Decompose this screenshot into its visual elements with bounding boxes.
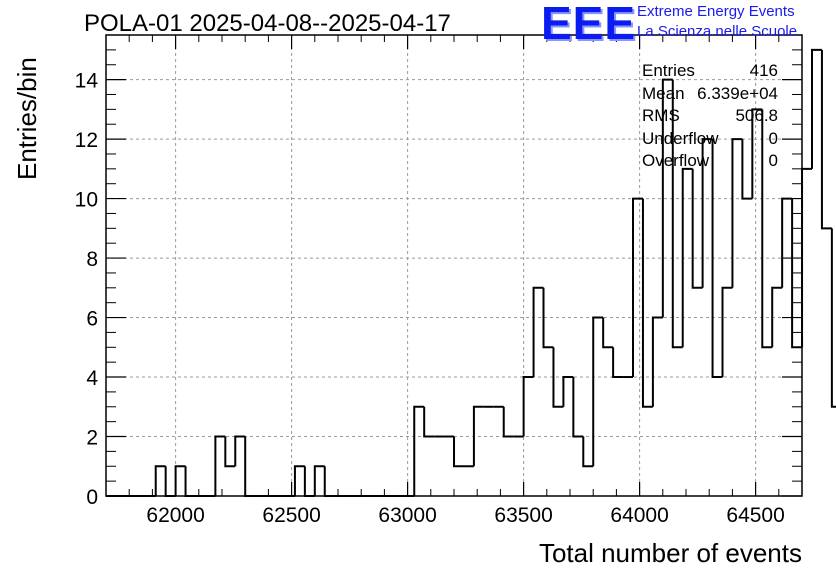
histogram-bin <box>761 109 773 349</box>
histogram-bin <box>214 435 226 496</box>
histogram-bin <box>174 465 186 496</box>
histogram-bin <box>572 377 584 438</box>
x-tick-label: 63500 <box>494 504 552 527</box>
y-tick-label: 4 <box>86 367 98 390</box>
histogram-bin <box>453 436 464 468</box>
chart-title: POLA-01 2025-04-08--2025-04-17 <box>84 10 451 37</box>
histogram-bin <box>641 198 653 408</box>
histogram-bin <box>771 286 783 348</box>
histogram-bin <box>721 286 733 378</box>
histogram-bin <box>164 466 176 497</box>
stats-key: Underflow <box>642 128 719 148</box>
x-tick-label: 63000 <box>378 504 436 527</box>
x-tick-label: 64000 <box>610 504 668 527</box>
stats-box: Entries 416 Mean 6.339e+04 RMS 506.8 Und… <box>642 60 778 173</box>
histogram-bin <box>472 405 484 467</box>
x-axis-label: Total number of events <box>538 538 802 568</box>
histogram-bin <box>810 48 822 169</box>
y-tick-label: 12 <box>75 129 98 152</box>
histogram-bin <box>602 317 614 349</box>
histogram-bin <box>502 406 514 438</box>
stats-key: Entries <box>642 61 695 80</box>
histogram-bin <box>522 376 534 437</box>
histogram-bin <box>323 466 335 497</box>
logo-caption: Extreme Energy Events La Scienza nelle S… <box>637 2 797 42</box>
histogram-bin <box>592 316 604 467</box>
stats-row-entries: Entries 416 <box>642 60 778 83</box>
stats-key: RMS <box>642 106 680 125</box>
histogram-bin <box>224 436 236 468</box>
histogram-bin <box>741 139 753 200</box>
y-tick-label: 8 <box>86 248 98 271</box>
histogram-bin <box>413 405 425 496</box>
stats-value: 6.339e+04 <box>697 83 778 103</box>
y-tick-label: 14 <box>75 70 99 93</box>
histogram-bin <box>781 197 793 288</box>
histogram-bin <box>731 138 743 288</box>
histogram-bin <box>303 466 315 497</box>
histogram-bin <box>234 435 246 467</box>
y-axis-label: Entries/bin <box>12 57 42 180</box>
y-tick-label: 0 <box>86 486 98 509</box>
histogram-bin <box>701 138 713 288</box>
stats-row-overflow: Overflow 0 <box>642 150 778 173</box>
histogram-bin <box>801 167 812 348</box>
histogram-bin <box>552 347 564 408</box>
histogram-bin <box>532 286 544 378</box>
stats-key: Mean <box>642 83 685 103</box>
stats-row-rms: RMS 506.8 <box>642 105 778 128</box>
histogram-bin <box>661 78 673 318</box>
histogram-bin <box>582 436 594 468</box>
histogram-bin <box>751 108 763 199</box>
histogram-bin <box>313 465 325 496</box>
histogram-bin <box>632 197 643 378</box>
stats-key: Overflow <box>642 151 710 170</box>
histogram-bin <box>612 347 624 379</box>
histogram-bin <box>293 465 305 496</box>
histogram-bin <box>184 466 196 497</box>
stats-row-mean: Mean 6.339e+04 <box>642 83 778 106</box>
y-tick-label: 2 <box>86 427 98 450</box>
logo-line-2: La Scienza nelle Scuole <box>637 23 798 40</box>
histogram-bin <box>244 436 256 497</box>
histogram-bin <box>830 228 836 408</box>
y-tick-label: 10 <box>75 189 98 212</box>
histogram-bin <box>542 287 554 349</box>
logo-line-1: Extreme Energy Events <box>637 3 795 20</box>
stats-value: 0 <box>768 128 778 148</box>
stats-value: 416 <box>749 61 778 80</box>
histogram-bars <box>106 48 836 497</box>
histogram-bin <box>691 168 703 289</box>
histogram-bin <box>154 465 166 496</box>
stats-value: 506.8 <box>735 106 778 125</box>
stats-value: 0 <box>768 151 778 170</box>
histogram-bin <box>423 406 435 438</box>
tick-labels: 62000 62500 63000 63500 64000 64500 0 2 4 6 8 10 12 1… <box>75 70 785 527</box>
histogram-bin <box>820 49 832 230</box>
histogram-bin <box>791 198 803 349</box>
eee-logo: EEE <box>541 0 637 49</box>
x-tick-label: 64500 <box>726 504 784 527</box>
stats-row-underflow: Underflow 0 <box>642 128 778 151</box>
histogram-bin <box>562 376 574 407</box>
y-tick-label: 6 <box>86 308 98 331</box>
x-tick-label: 62500 <box>262 504 320 527</box>
histogram-bin <box>651 316 663 407</box>
histogram-bin <box>681 167 693 348</box>
histogram-bin <box>711 139 723 379</box>
histogram-bin <box>671 79 683 349</box>
x-tick-label: 62000 <box>146 504 204 527</box>
